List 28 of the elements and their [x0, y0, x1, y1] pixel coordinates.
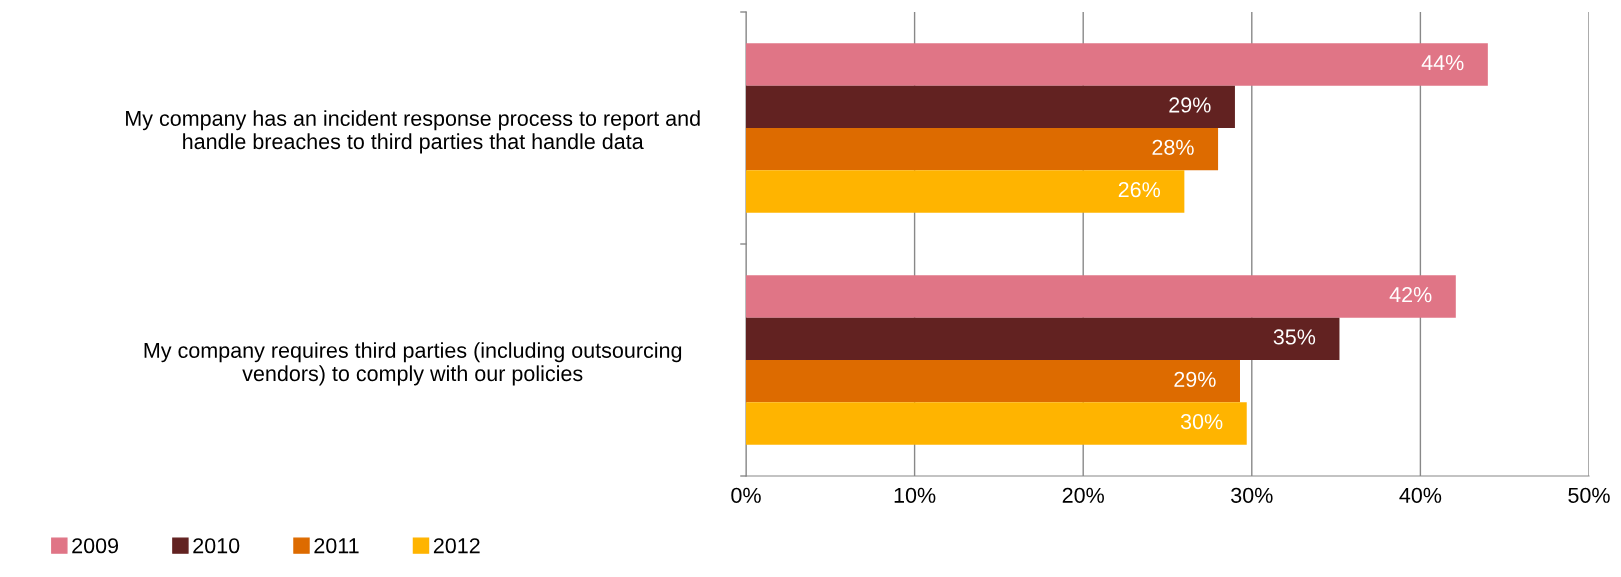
data-label: 28% — [1152, 139, 1194, 155]
data-label: 44% — [1421, 55, 1464, 71]
x-tick-label: 0% — [731, 487, 761, 503]
bar — [746, 402, 1247, 445]
legend-label: 2012 — [433, 538, 480, 554]
legend-label: 2011 — [314, 538, 359, 554]
y-tick-label: My company has an incident response process to report and handle breaches to third parties that handle data — [126, 110, 700, 154]
bar — [746, 275, 1456, 318]
x-tick-label: 20% — [1062, 487, 1104, 503]
bar — [746, 128, 1219, 171]
legend-label: 2009 — [72, 538, 119, 554]
x-tick-label: 30% — [1231, 487, 1273, 503]
data-label: 26% — [1118, 182, 1161, 198]
bar — [746, 170, 1185, 213]
data-label: 42% — [1389, 287, 1432, 303]
bar — [746, 43, 1488, 86]
bar — [746, 85, 1235, 128]
data-label: 30% — [1180, 414, 1223, 430]
x-tick-label: 10% — [894, 487, 936, 503]
bar — [746, 360, 1240, 403]
data-label: 35% — [1273, 329, 1316, 345]
data-label: 29% — [1174, 371, 1216, 387]
x-tick-label: 40% — [1399, 487, 1442, 503]
data-label: 29% — [1169, 97, 1211, 113]
bar — [746, 317, 1340, 360]
x-tick-label: 50% — [1568, 487, 1610, 503]
legend-label: 2010 — [193, 538, 240, 554]
y-tick-label: My company requires third parties (including outsourcing vendors) to comply with our policies — [144, 342, 682, 386]
